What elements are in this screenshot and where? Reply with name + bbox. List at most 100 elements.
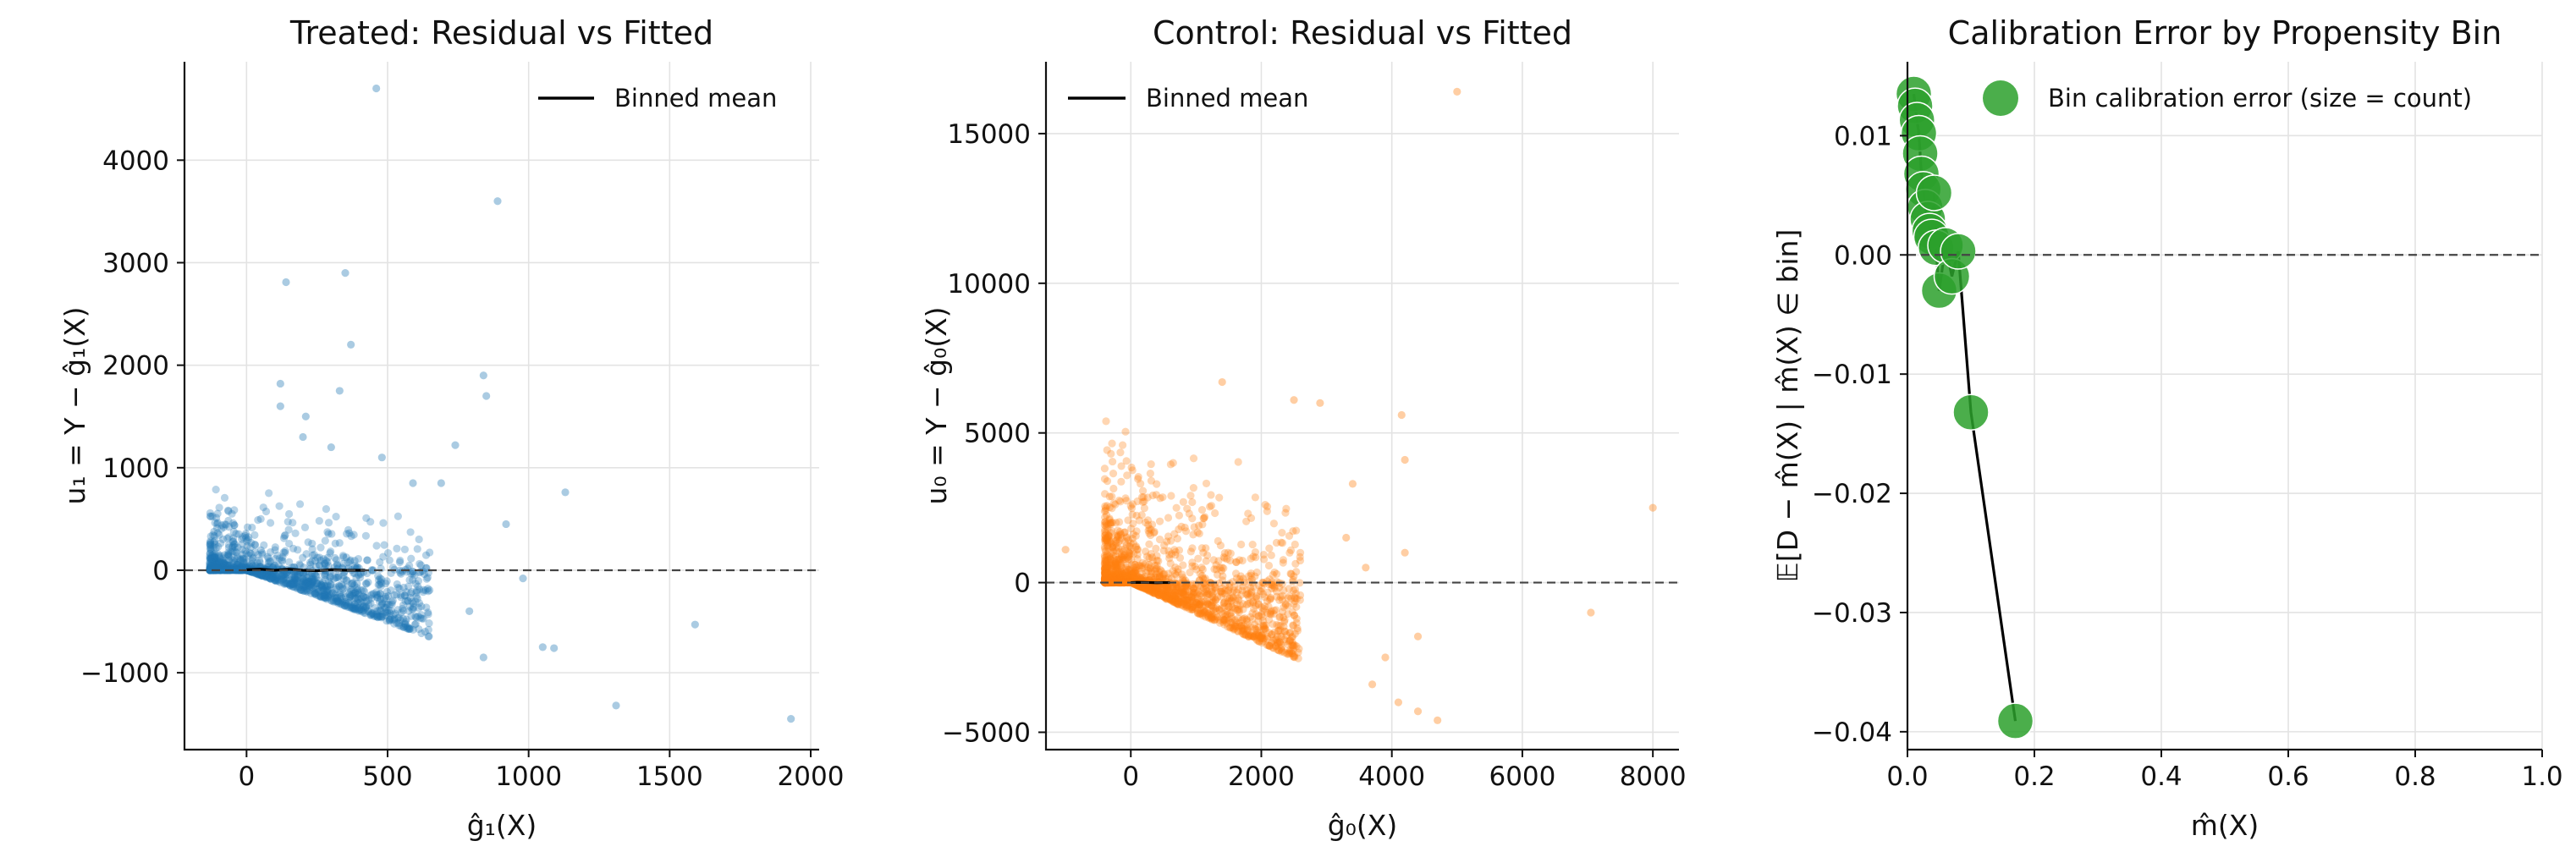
scatter-point xyxy=(1196,608,1205,618)
scatter-point xyxy=(354,603,362,612)
scatter-point xyxy=(1134,561,1143,570)
scatter-point xyxy=(1197,505,1207,514)
scatter-point xyxy=(207,560,217,569)
scatter-point xyxy=(355,595,363,603)
scatter-point xyxy=(417,614,427,623)
scatter-point xyxy=(282,573,290,582)
scatter-point xyxy=(220,565,229,574)
scatter-point xyxy=(218,563,227,572)
scatter-point xyxy=(245,562,254,570)
calibration-point xyxy=(1940,233,1977,270)
scatter-point xyxy=(266,558,275,566)
scatter-point xyxy=(417,629,426,638)
scatter-point xyxy=(377,607,385,615)
scatter-point xyxy=(310,551,318,559)
scatter-point xyxy=(257,570,266,580)
scatter-point xyxy=(208,554,217,563)
scatter-point xyxy=(206,549,214,558)
scatter-point xyxy=(302,587,311,596)
scatter-point xyxy=(208,512,217,520)
scatter-point xyxy=(375,606,383,614)
scatter-point xyxy=(1121,494,1130,503)
scatter-point xyxy=(299,576,307,585)
scatter-point xyxy=(394,618,404,628)
scatter-point xyxy=(1188,497,1197,507)
scatter-point xyxy=(289,576,297,585)
scatter-point xyxy=(1137,569,1146,578)
scatter-point xyxy=(257,569,266,578)
scatter-point xyxy=(341,593,350,602)
scatter-point xyxy=(334,573,343,581)
scatter-point xyxy=(359,592,368,601)
scatter-point xyxy=(343,530,351,538)
scatter-point xyxy=(396,556,405,565)
scatter-point xyxy=(217,565,226,574)
scatter-point xyxy=(322,556,330,565)
scatter-point xyxy=(281,548,289,557)
scatter-point xyxy=(1120,555,1128,563)
scatter-point xyxy=(266,569,274,578)
scatter-point xyxy=(406,589,415,597)
scatter-point xyxy=(1159,547,1168,555)
binned-mean-line xyxy=(1131,580,1170,585)
scatter-point xyxy=(376,612,384,621)
scatter-point xyxy=(211,536,219,545)
y-tick-label: 5000 xyxy=(964,419,1031,449)
scatter-point xyxy=(372,588,381,596)
scatter-point xyxy=(388,596,397,605)
scatter-point xyxy=(206,566,214,574)
axis-spines xyxy=(1906,62,2542,751)
scatter-point xyxy=(479,653,487,662)
scatter-point xyxy=(1119,441,1127,449)
scatter-point xyxy=(405,561,414,570)
scatter-point xyxy=(223,551,232,559)
scatter-point xyxy=(385,601,394,609)
scatter-point xyxy=(239,554,247,563)
x-tick-label: 8000 xyxy=(1620,761,1687,792)
scatter-point xyxy=(1292,602,1301,611)
scatter-point xyxy=(336,596,345,604)
scatter-point xyxy=(316,586,325,596)
scatter-point xyxy=(227,547,235,556)
scatter-point xyxy=(240,554,249,563)
scatter-point xyxy=(251,562,260,570)
scatter-point xyxy=(224,552,233,561)
scatter-point xyxy=(350,604,359,613)
scatter-point xyxy=(291,574,300,584)
scatter-point xyxy=(271,576,279,585)
scatter-point xyxy=(299,574,307,583)
scatter-point xyxy=(1181,523,1189,532)
scatter-point xyxy=(220,561,228,569)
scatter-point xyxy=(215,552,223,560)
scatter-point xyxy=(1134,472,1142,481)
scatter-point xyxy=(1264,561,1274,570)
scatter-point xyxy=(221,566,229,574)
scatter-point xyxy=(285,580,294,590)
scatter-point xyxy=(382,594,390,602)
scatter-point xyxy=(279,575,288,584)
scatter-point xyxy=(1189,484,1197,492)
scatter-point xyxy=(419,588,427,596)
scatter-point xyxy=(382,607,390,617)
scatter-point xyxy=(276,578,284,586)
scatter-point xyxy=(206,566,214,574)
scatter-point xyxy=(369,590,378,598)
scatter-point xyxy=(1281,600,1290,608)
scatter-point xyxy=(206,540,214,549)
scatter-point xyxy=(210,553,218,562)
scatter-point xyxy=(1272,538,1281,547)
scatter-point xyxy=(344,594,354,602)
scatter-point xyxy=(283,570,291,579)
scatter-point xyxy=(206,532,215,541)
scatter-point xyxy=(373,613,382,621)
scatter-point xyxy=(414,612,422,620)
scatter-point xyxy=(379,519,388,527)
scatter-point xyxy=(406,593,415,602)
scatter-point xyxy=(271,576,280,585)
scatter-point xyxy=(399,614,408,623)
x-tick-label: 0.4 xyxy=(2140,761,2182,792)
scatter-point xyxy=(312,591,321,599)
scatter-point xyxy=(315,553,324,562)
scatter-point xyxy=(207,554,216,563)
scatter-point xyxy=(372,591,381,599)
